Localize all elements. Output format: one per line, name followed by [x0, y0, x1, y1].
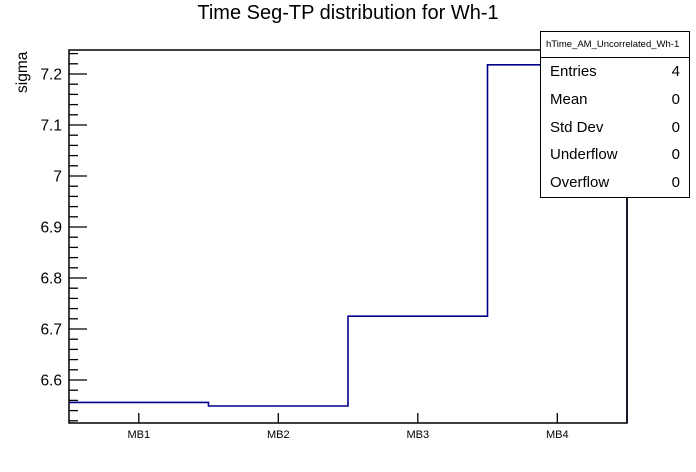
- y-tick-label: 6.7: [40, 322, 62, 339]
- stats-rows: Entries 4 Mean 0 Std Dev 0 Underflow 0 O…: [541, 58, 689, 197]
- plot-frame: [68, 49, 628, 424]
- stats-box-title: hTime_AM_Uncorrelated_Wh-1: [541, 32, 689, 58]
- x-tick-label: MB2: [267, 429, 290, 441]
- stats-row: Std Dev 0: [541, 113, 689, 141]
- stats-label: Std Dev: [550, 118, 604, 136]
- stats-label: Mean: [550, 91, 588, 109]
- y-tick-label: 6.6: [40, 373, 62, 390]
- stats-row: Mean 0: [541, 86, 689, 114]
- x-tick-label: MB4: [546, 429, 569, 441]
- stats-row: Underflow 0: [541, 141, 689, 169]
- stats-label: Entries: [550, 63, 597, 81]
- stats-value: 4: [671, 63, 680, 81]
- y-tick-label: 6.8: [40, 271, 62, 288]
- x-tick-label: MB1: [127, 429, 150, 441]
- stats-label: Overflow: [550, 174, 610, 192]
- y-tick-label: 6.9: [40, 220, 62, 237]
- stats-value: 0: [671, 146, 680, 164]
- stats-value: 0: [671, 174, 680, 192]
- stats-value: 0: [671, 91, 680, 109]
- stats-row: Overflow 0: [541, 169, 689, 197]
- x-tick-label: MB3: [406, 429, 429, 441]
- y-tick-label: 7: [53, 169, 62, 186]
- stats-label: Underflow: [550, 146, 618, 164]
- y-tick-label: 7.1: [40, 118, 62, 135]
- stats-box: hTime_AM_Uncorrelated_Wh-1 Entries 4 Mea…: [540, 31, 690, 198]
- stats-value: 0: [671, 118, 680, 136]
- y-tick-label: 7.2: [40, 67, 62, 84]
- stats-row: Entries 4: [541, 58, 689, 86]
- chart-title: Time Seg-TP distribution for Wh-1: [197, 2, 499, 24]
